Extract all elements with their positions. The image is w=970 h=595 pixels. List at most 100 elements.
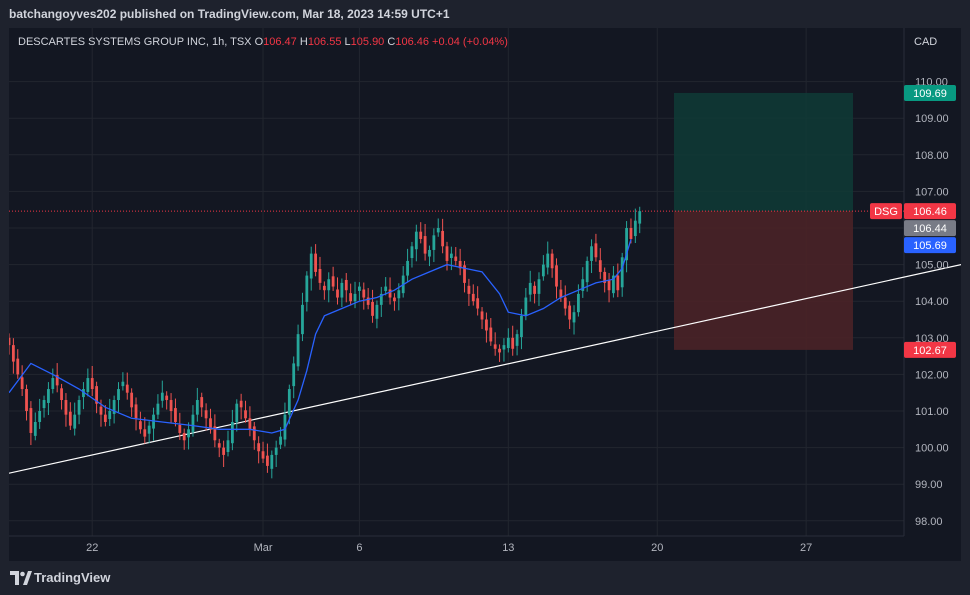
y-tick-label: 107.00 — [915, 186, 949, 198]
candle — [178, 424, 182, 433]
candle — [485, 319, 488, 331]
candle — [152, 414, 155, 429]
candle — [283, 414, 287, 440]
candle — [546, 253, 550, 268]
candle — [55, 375, 59, 386]
candle — [77, 400, 81, 415]
x-tick-label: 6 — [356, 542, 362, 554]
candle — [449, 253, 453, 259]
candle — [90, 378, 94, 390]
candle — [445, 246, 449, 261]
candle — [616, 275, 620, 291]
candle — [165, 395, 169, 401]
x-tick-label: Mar — [254, 542, 273, 554]
candle — [279, 436, 282, 445]
candle — [638, 211, 642, 224]
candle — [252, 426, 256, 441]
y-tick-label: 100.00 — [915, 443, 949, 455]
candle — [309, 253, 313, 279]
candle — [274, 447, 278, 455]
chart-area[interactable]: 98.00 99.00 100.00 101.00 102.00 103.00 104.00… — [9, 28, 961, 561]
candle — [314, 253, 317, 272]
candle — [33, 421, 37, 436]
candle — [73, 414, 77, 429]
candle — [20, 377, 24, 390]
candle — [42, 400, 46, 409]
candle — [590, 246, 593, 261]
candle — [318, 268, 322, 283]
support-trendline — [9, 264, 961, 474]
symbol-legend: DESCARTES SYSTEMS GROUP INC, 1h, TSX O10… — [18, 36, 508, 48]
price-badge-prev — [904, 220, 956, 237]
candle — [134, 404, 138, 419]
candle — [336, 289, 339, 298]
candle — [476, 298, 480, 309]
candle — [393, 297, 396, 302]
candle — [568, 305, 572, 320]
candle — [86, 378, 90, 392]
x-tick-label: 20 — [651, 542, 663, 554]
candle — [82, 389, 85, 398]
candle — [572, 312, 576, 323]
candle — [287, 389, 291, 415]
high-label: H — [299, 36, 308, 48]
candle — [471, 293, 475, 302]
candle — [633, 220, 637, 237]
candle — [493, 344, 497, 349]
x-tick-label: 13 — [502, 542, 514, 554]
candle — [371, 301, 374, 316]
candle — [235, 403, 239, 422]
candle — [147, 425, 151, 434]
candle — [585, 260, 589, 283]
y-tick-label: 109.00 — [915, 113, 949, 125]
candle — [520, 315, 523, 338]
candle — [47, 389, 50, 403]
y-tick-label: 102.00 — [915, 369, 949, 381]
candle — [222, 447, 226, 455]
candle — [463, 265, 466, 283]
target-zone — [674, 92, 853, 212]
candle — [121, 381, 125, 387]
candle — [454, 256, 458, 261]
change-value: +0.04 (+0.04%) — [432, 36, 508, 48]
candle — [29, 408, 33, 433]
candle — [366, 297, 370, 305]
candle — [524, 297, 528, 316]
candle — [217, 443, 221, 448]
symbol-tag-label: DSG — [874, 206, 898, 218]
candle — [537, 279, 541, 294]
candle — [191, 414, 195, 433]
candle — [160, 392, 164, 401]
candle — [603, 271, 607, 283]
candle — [498, 348, 501, 353]
candle — [384, 286, 388, 291]
candle — [612, 275, 615, 294]
candle — [156, 403, 160, 415]
candle — [419, 231, 423, 239]
candle — [414, 231, 418, 250]
candle — [375, 304, 379, 319]
footer-bar: TradingView — [0, 561, 970, 595]
price-badge-label-stop: 102.67 — [913, 345, 947, 357]
candle — [598, 260, 602, 272]
publish-info: batchangoyves202 published on TradingVie… — [9, 7, 450, 21]
price-badge-last — [904, 203, 956, 220]
tradingview-brand: TradingView — [34, 570, 111, 585]
candle — [423, 236, 427, 254]
candle — [349, 293, 353, 302]
candle — [108, 411, 112, 420]
x-tick-label: 22 — [86, 542, 98, 554]
open-value: 106.47 — [263, 36, 297, 48]
candle — [261, 451, 265, 459]
price-chart[interactable]: 98.00 99.00 100.00 101.00 102.00 103.00 104.00… — [9, 28, 961, 561]
y-tick-label: 99.00 — [915, 479, 943, 491]
candle — [629, 228, 633, 239]
candle — [213, 426, 217, 441]
candle — [620, 257, 624, 288]
x-tick-label: 27 — [800, 542, 812, 554]
y-tick-label: 108.00 — [915, 150, 949, 162]
candle — [563, 297, 567, 309]
candle — [555, 265, 558, 287]
candle — [441, 230, 445, 247]
candle — [362, 289, 366, 298]
